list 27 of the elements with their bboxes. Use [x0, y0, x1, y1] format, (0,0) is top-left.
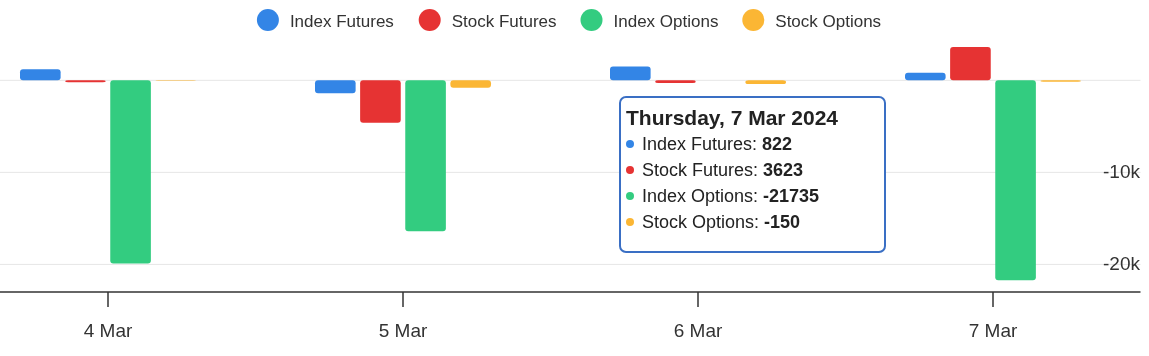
bar [950, 47, 991, 81]
legend-label: Index Options [613, 12, 719, 31]
y-tick-label: -10k [1103, 161, 1141, 183]
bar [360, 80, 401, 123]
legend-label: Index Futures [289, 12, 394, 31]
bar [110, 80, 151, 264]
bar [745, 80, 786, 85]
bar [450, 80, 491, 88]
annotation: Index Futures: 822 [642, 134, 793, 154]
bar [405, 80, 446, 232]
legend-label: Stock Options [775, 12, 882, 31]
bar [995, 80, 1036, 281]
annotation: Stock Futures: 3623 [642, 160, 804, 180]
y-tick-label: -20k [1103, 253, 1141, 275]
bar [315, 80, 356, 94]
bar [20, 69, 61, 81]
annotation: Stock Options: -150 [642, 212, 801, 232]
bar [655, 80, 696, 84]
x-tick-label: 7 Mar [968, 320, 1018, 341]
x-tick-label: 5 Mar [378, 320, 428, 341]
bar [610, 66, 651, 81]
annotation: Thursday, 7 Mar 2024 [626, 106, 839, 129]
x-tick-label: 4 Mar [83, 320, 133, 341]
annotation: Index Options: -21735 [642, 186, 820, 206]
x-tick-label: 6 Mar [673, 320, 723, 341]
legend-label: Stock Futures [451, 12, 557, 31]
bar [905, 72, 946, 81]
